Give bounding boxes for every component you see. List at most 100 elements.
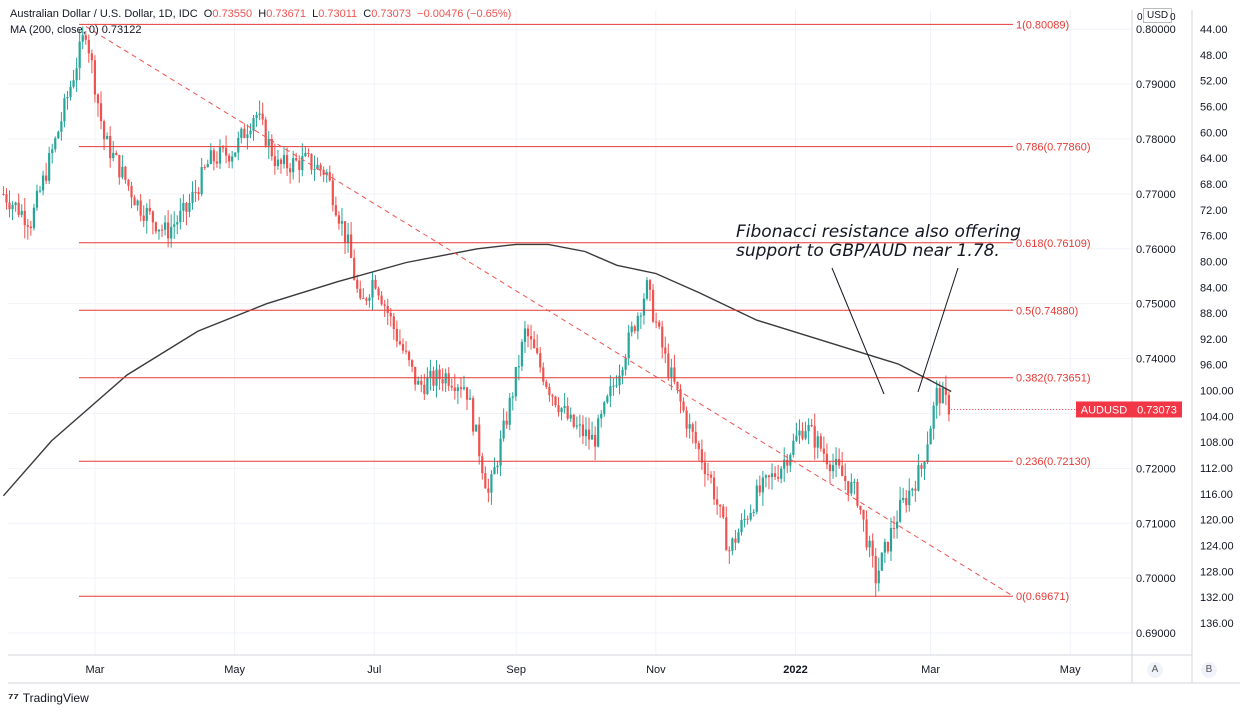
candle-body-108 [331, 180, 334, 206]
candle-body-151 [462, 387, 466, 390]
candle-body-15 [48, 153, 51, 181]
candle-body-226 [691, 424, 694, 432]
candle-body-114 [350, 234, 353, 258]
candle-body-199 [609, 386, 612, 397]
candle-body-138 [423, 384, 426, 395]
candle-body-169 [517, 366, 520, 368]
candle-body-258 [789, 454, 792, 466]
y2-tick-14: 100.00 [1200, 386, 1234, 398]
candle-body-109 [334, 205, 337, 216]
auto-scale-button[interactable]: A [1147, 662, 1163, 678]
candle-body-280 [856, 481, 859, 506]
candle-body-189 [578, 424, 581, 426]
candle-body-7 [23, 210, 26, 226]
candle-body-17 [54, 138, 57, 150]
candle-body-43 [133, 197, 136, 206]
candle-body-59 [182, 202, 185, 211]
x-tick-0: Mar [86, 664, 105, 676]
candle-body-42 [130, 185, 133, 198]
candle-body-299 [914, 488, 917, 491]
brand-label: TradingView [22, 690, 89, 705]
y2-tick-6: 68.00 [1200, 179, 1228, 191]
candle-body-100 [307, 153, 310, 155]
candle-body-147 [450, 385, 453, 388]
candle-body-193 [590, 434, 594, 440]
candle-body-309 [944, 388, 947, 395]
candle-body-30 [93, 60, 97, 95]
candle-body-286 [874, 555, 877, 584]
candle-body-79 [243, 128, 246, 138]
candle-body-28 [87, 39, 90, 54]
candle-body-282 [862, 509, 865, 520]
candle-body-254 [777, 476, 780, 479]
candle-body-61 [188, 202, 191, 212]
candle-body-288 [880, 552, 883, 571]
candle-body-91 [279, 159, 283, 165]
y-tick-5: 0.74000 [1136, 354, 1176, 366]
candle-body-3 [11, 204, 14, 210]
candle-body-203 [621, 369, 624, 376]
candle-body-65 [200, 166, 203, 195]
candle-body-202 [618, 375, 621, 386]
log-scale-button[interactable]: B [1201, 662, 1217, 678]
candle-body-162 [496, 465, 499, 468]
candle-body-50 [154, 222, 158, 232]
candle-body-274 [838, 458, 841, 466]
ohlc-header: Australian Dollar / U.S. Dollar, 1D, IDC… [10, 8, 511, 20]
candle-body-247 [755, 485, 758, 512]
candle-body-179 [548, 387, 551, 396]
tradingview-logo-icon: ⁷⁷ [8, 690, 19, 705]
candle-body-308 [941, 388, 944, 404]
candle-body-122 [374, 279, 377, 289]
candle-body-171 [523, 328, 527, 342]
candle-body-160 [490, 474, 493, 493]
candle-body-173 [529, 336, 533, 340]
candle-body-272 [831, 464, 835, 472]
candle-body-183 [560, 408, 563, 413]
candle-body-40 [124, 166, 127, 180]
candle-body-116 [356, 279, 359, 289]
candle-body-302 [923, 462, 926, 469]
candle-body-58 [179, 210, 182, 223]
candle-body-93 [285, 155, 289, 169]
tradingview-logo[interactable]: ⁷⁷ TradingView [8, 690, 89, 705]
candle-body-276 [844, 476, 847, 482]
candle-body-1 [5, 194, 8, 203]
x-tick-3: Sep [506, 664, 526, 676]
open-label: O [203, 8, 213, 20]
y2-tick-4: 60.00 [1200, 127, 1228, 139]
ma-header[interactable]: MA (200, close, 0) 0.73122 [10, 24, 141, 36]
candle-body-263 [804, 431, 807, 439]
symbol-tag-bg [1076, 401, 1132, 418]
candle-body-293 [895, 521, 899, 529]
candle-body-273 [834, 458, 838, 465]
candle-body-92 [282, 155, 286, 165]
candle-body-98 [301, 156, 304, 171]
candle-body-294 [899, 499, 902, 522]
candle-body-107 [328, 172, 331, 181]
price-tag-value: 0.73073 [1137, 404, 1177, 416]
candle-body-187 [572, 414, 575, 427]
candle-body-6 [20, 210, 23, 215]
candle-body-87 [267, 139, 270, 146]
candle-body-233 [712, 477, 716, 500]
candle-body-252 [770, 473, 774, 478]
candle-body-262 [801, 430, 804, 439]
candle-body-71 [218, 147, 222, 164]
candle-body-148 [453, 387, 456, 392]
candle-body-54 [167, 222, 170, 239]
candle-body-206 [630, 326, 633, 333]
candle-body-277 [847, 481, 850, 494]
candle-body-55 [170, 226, 173, 239]
candle-body-249 [761, 477, 764, 493]
low-label: L [312, 8, 319, 20]
candle-body-31 [96, 94, 100, 104]
candle-body-99 [304, 153, 307, 157]
candle-body-10 [32, 207, 36, 229]
candle-body-150 [459, 387, 463, 390]
y2-tick-17: 112.00 [1200, 463, 1233, 475]
currency-button[interactable]: USD [1143, 8, 1173, 23]
candle-body-304 [929, 428, 932, 445]
symbol-label[interactable]: Australian Dollar / U.S. Dollar, 1D, IDC [10, 8, 198, 20]
